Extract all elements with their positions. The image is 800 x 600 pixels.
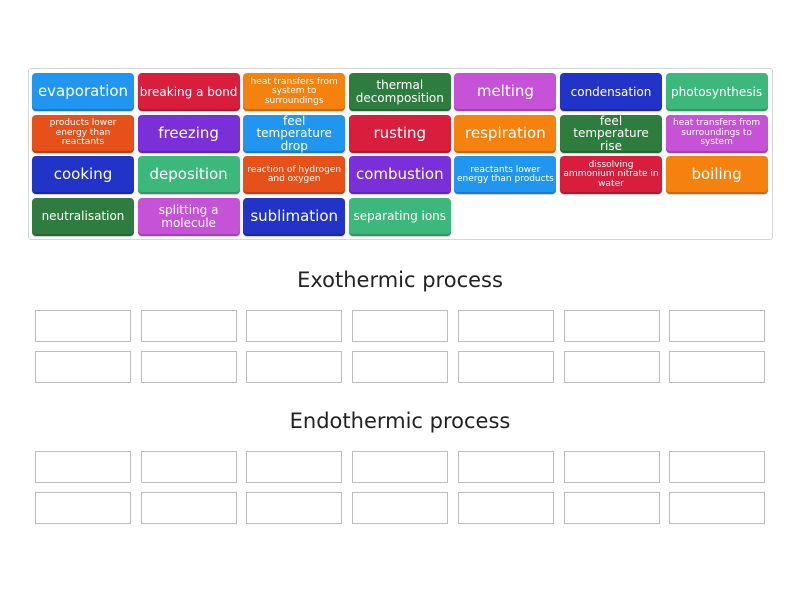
tile-label: dissolving ammonium nitrate in water [563, 159, 659, 189]
tile-label: evaporation [37, 82, 129, 101]
drop-slot-endothermic[interactable] [246, 451, 343, 483]
drop-slot-endothermic[interactable] [352, 492, 449, 524]
tile-reactants-lower-energy-than-products[interactable]: reactants lower energy than products [454, 156, 557, 194]
tile-label: neutralisation [41, 209, 125, 224]
drop-slot-endothermic[interactable] [140, 492, 237, 524]
drop-slot-exothermic[interactable] [669, 310, 766, 342]
tile-label: condensation [570, 84, 652, 99]
drop-slot-exothermic[interactable] [35, 351, 131, 383]
tile-feel-temperature-rise[interactable]: feel temperature rise [560, 113, 662, 153]
tile-splitting-a-molecule[interactable]: splitting a molecule [137, 197, 240, 236]
tile-deposition[interactable]: deposition [137, 156, 240, 194]
tile-label: feel temperature rise [573, 113, 649, 153]
tile-label: boiling [691, 165, 742, 184]
tile-label: breaking a bond [139, 84, 238, 99]
drop-slot-endothermic[interactable] [457, 492, 554, 524]
drop-slot-exothermic[interactable] [352, 310, 449, 342]
drop-slot-exothermic[interactable] [669, 351, 766, 383]
tile-label: freezing [158, 123, 219, 142]
tile-breaking-a-bond[interactable]: breaking a bond [137, 73, 240, 111]
tile-label: melting [476, 82, 534, 101]
tile-bank: evaporation breaking a bond heat transfers… [28, 68, 773, 240]
tile-freezing[interactable]: freezing [137, 114, 240, 153]
tile-respiration[interactable]: respiration [454, 114, 557, 153]
drop-slot-endothermic[interactable] [669, 451, 766, 483]
tile-label: respiration [465, 123, 546, 142]
tile-thermal-decomposition[interactable]: thermal decomposition [348, 73, 451, 111]
tile-neutralisation[interactable]: neutralisation [32, 197, 134, 236]
drop-slot-exothermic[interactable] [352, 351, 449, 383]
drop-slot-exothermic[interactable] [246, 310, 343, 342]
tile-label: heat transfers from surroundings to syst… [673, 118, 761, 148]
drop-slot-endothermic[interactable] [35, 451, 131, 483]
tile-feel-temperature-drop[interactable]: feel temperature drop [243, 113, 346, 153]
tile-label: reaction of hydrogen and oxygen [247, 164, 342, 184]
tile-melting[interactable]: melting [454, 73, 557, 111]
tile-label: combustion [355, 165, 444, 184]
tile-photosynthesis[interactable]: photosynthesis [665, 73, 768, 111]
drop-slot-exothermic[interactable] [457, 351, 554, 383]
tile-products-lower-energy-than-reactants[interactable]: products lower energy than reactants [32, 114, 134, 153]
tile-label: products lower energy than reactants [49, 118, 117, 148]
tile-cooking[interactable]: cooking [32, 156, 134, 194]
tile-dissolving-ammonium-nitrate-in-water[interactable]: dissolving ammonium nitrate in water [560, 156, 662, 194]
tile-label: separating ions [353, 209, 447, 224]
drop-slot-exothermic[interactable] [140, 351, 237, 383]
drop-slot-endothermic[interactable] [563, 451, 660, 483]
tile-separating-ions[interactable]: separating ions [348, 197, 451, 236]
drop-slot-exothermic[interactable] [563, 310, 660, 342]
tile-label: sublimation [250, 206, 339, 225]
tile-boiling[interactable]: boiling [665, 156, 768, 194]
tile-label: heat transfers from system to surroundin… [250, 76, 338, 106]
drop-slot-endothermic[interactable] [140, 451, 237, 483]
tile-rusting[interactable]: rusting [348, 114, 451, 153]
tile-evaporation[interactable]: evaporation [32, 73, 134, 111]
drop-slot-exothermic[interactable] [35, 310, 131, 342]
tile-label: splitting a molecule [158, 202, 219, 230]
tile-condensation[interactable]: condensation [560, 73, 662, 111]
drop-slot-endothermic[interactable] [669, 492, 766, 524]
tile-reaction-of-hydrogen-and-oxygen[interactable]: reaction of hydrogen and oxygen [243, 156, 346, 194]
drop-slot-exothermic[interactable] [457, 310, 554, 342]
drop-slot-endothermic[interactable] [35, 492, 131, 524]
tile-label: rusting [373, 123, 427, 142]
drop-slot-exothermic[interactable] [140, 310, 237, 342]
tile-label: feel temperature drop [256, 113, 332, 153]
group-title-exothermic: Exothermic process [297, 268, 503, 292]
drop-slot-endothermic[interactable] [563, 492, 660, 524]
group-title-endothermic: Endothermic process [289, 409, 511, 433]
tile-label: reactants lower energy than products [456, 164, 554, 184]
drop-slot-endothermic[interactable] [457, 451, 554, 483]
tile-sublimation[interactable]: sublimation [243, 197, 346, 236]
tile-label: thermal decomposition [355, 78, 444, 105]
drop-slot-exothermic[interactable] [246, 351, 343, 383]
tile-heat-transfers-from-system-to-surroundings[interactable]: heat transfers from system to surroundin… [243, 73, 346, 111]
tile-label: cooking [53, 165, 113, 184]
tile-heat-transfers-from-surroundings-to-system[interactable]: heat transfers from surroundings to syst… [665, 114, 768, 153]
drop-slot-endothermic[interactable] [352, 451, 449, 483]
tile-combustion[interactable]: combustion [348, 156, 451, 194]
drop-slot-endothermic[interactable] [246, 492, 343, 524]
tile-label: photosynthesis [671, 84, 763, 99]
drop-slot-exothermic[interactable] [563, 351, 660, 383]
tile-label: deposition [149, 165, 228, 184]
